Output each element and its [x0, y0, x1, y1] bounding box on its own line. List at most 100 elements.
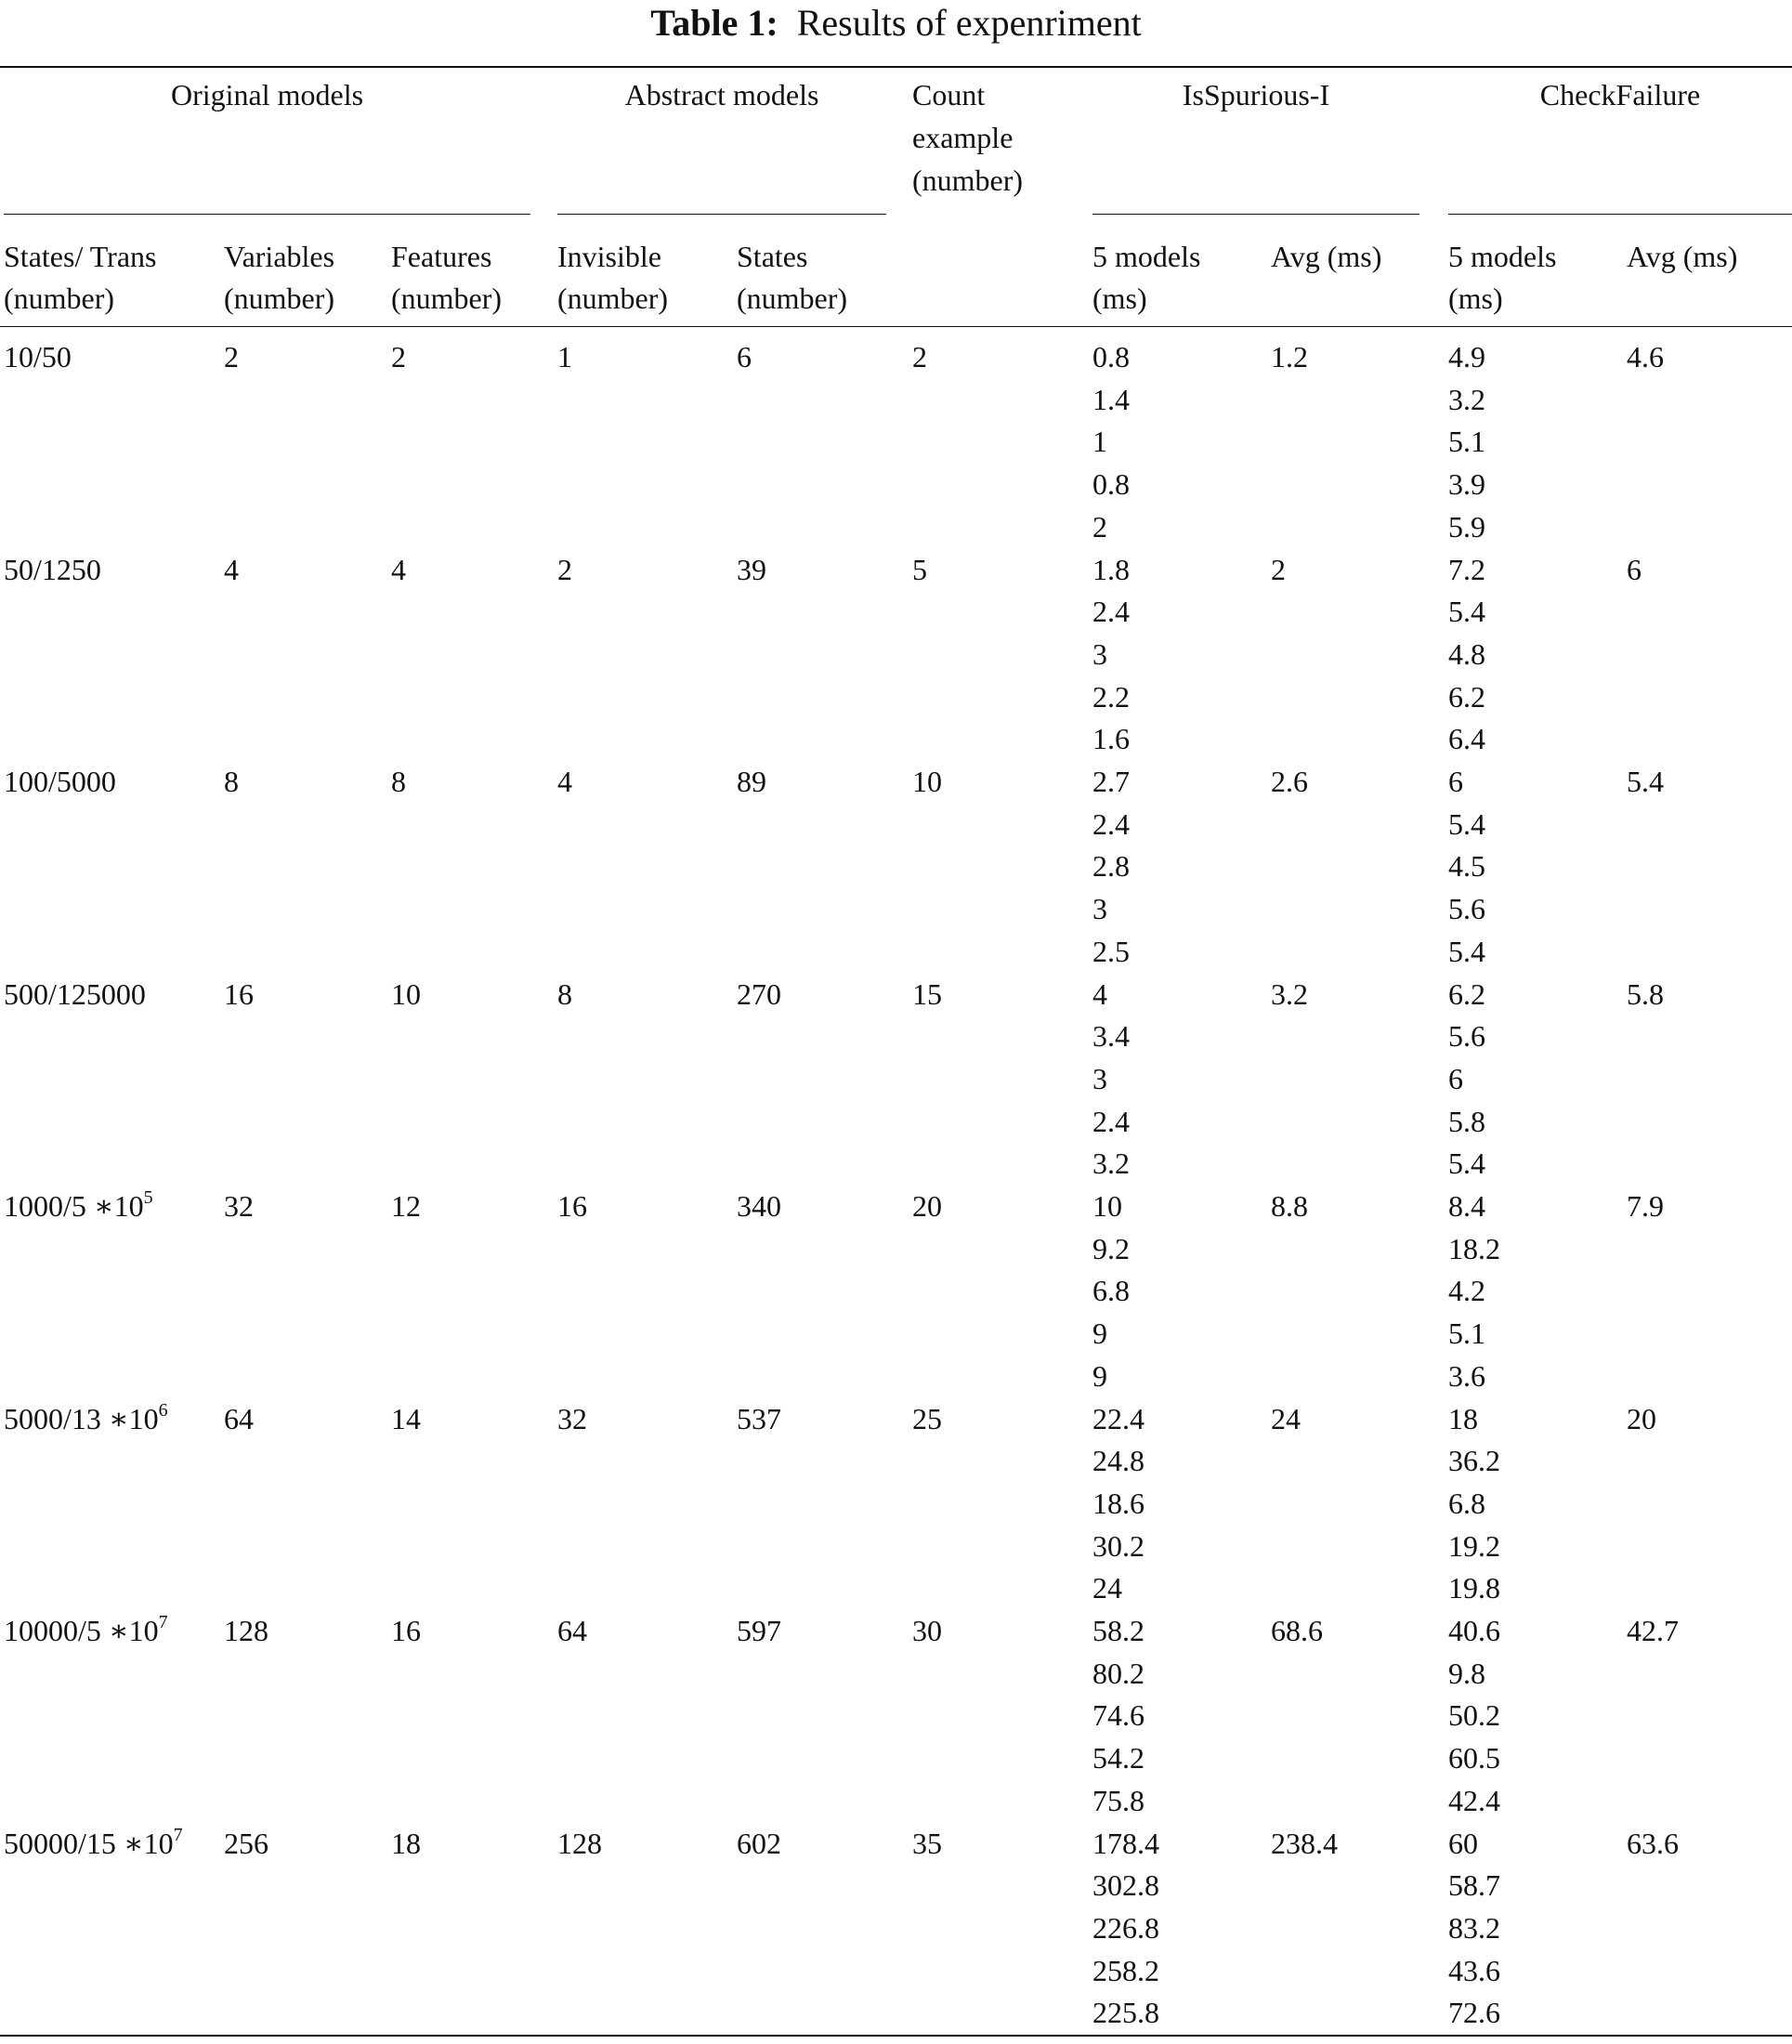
spurious-time: 1.6	[1092, 722, 1130, 756]
cell-spurious-avg: 68.6	[1271, 1614, 1323, 1647]
spurious-time: 74.6	[1092, 1698, 1145, 1733]
count-header: Count	[912, 78, 986, 111]
cell-variables: 64	[224, 1401, 254, 1435]
states-trans: 50000/15 ∗107	[4, 1822, 183, 1865]
failure-time: 18	[1448, 1401, 1478, 1435]
failure-time: 42.4	[1448, 1783, 1500, 1817]
cell-invisible: 4	[557, 765, 572, 798]
cell-features: 2	[391, 340, 406, 373]
failure-time: 6.4	[1448, 722, 1485, 756]
spurious-time: 3	[1092, 1061, 1107, 1095]
failure-time: 5.9	[1448, 509, 1485, 544]
states-trans-text: 1000/5 ∗10	[4, 1189, 144, 1223]
cell-failure-avg: 5.4	[1627, 765, 1664, 798]
sub-header: (number)	[737, 282, 848, 315]
states-trans-text: 500/125000	[4, 976, 146, 1011]
failure-time: 4.5	[1448, 849, 1485, 884]
failure-time: 3.9	[1448, 467, 1485, 502]
sub-header: (ms)	[1448, 282, 1503, 315]
failure-time: 4.9	[1448, 340, 1485, 373]
failure-time: 50.2	[1448, 1698, 1500, 1733]
cell-invisible: 64	[557, 1614, 587, 1647]
failure-time: 58.7	[1448, 1868, 1500, 1903]
failure-time: 60.5	[1448, 1741, 1500, 1775]
states-trans: 10000/5 ∗107	[4, 1609, 168, 1652]
cell-invisible: 128	[557, 1826, 602, 1860]
top-rule	[0, 66, 1792, 68]
spurious-time: 225.8	[1092, 1996, 1159, 2030]
spurious-time: 58.2	[1092, 1614, 1145, 1647]
spurious-time: 0.8	[1092, 340, 1130, 373]
cell-invisible: 8	[557, 976, 572, 1011]
cell-count: 15	[912, 976, 942, 1011]
cell-count: 30	[912, 1614, 942, 1647]
failure-time: 5.6	[1448, 892, 1485, 926]
spurious-time: 54.2	[1092, 1741, 1145, 1775]
group-rule	[1092, 214, 1419, 215]
states-trans-text: 50/1250	[4, 552, 101, 586]
cell-variables: 128	[224, 1614, 268, 1647]
group-rule	[4, 214, 530, 215]
exponent: 7	[158, 1612, 168, 1632]
cell-features: 4	[391, 552, 406, 586]
cell-count: 25	[912, 1401, 942, 1435]
cell-spurious-avg: 8.8	[1271, 1189, 1308, 1223]
cell-failure-avg: 4.6	[1627, 340, 1664, 373]
sub-header: 5 models	[1092, 240, 1201, 273]
states-trans: 1000/5 ∗105	[4, 1185, 153, 1227]
states-trans-text: 5000/13 ∗10	[4, 1401, 159, 1435]
cell-features: 12	[391, 1189, 421, 1223]
cell-features: 16	[391, 1614, 421, 1647]
failure-time: 60	[1448, 1826, 1478, 1860]
spurious-time: 3	[1092, 636, 1107, 671]
spurious-time: 2.4	[1092, 806, 1130, 841]
count-header: example	[912, 121, 1014, 154]
failure-time: 40.6	[1448, 1614, 1500, 1647]
sub-header: (number)	[4, 282, 115, 315]
group-rule	[557, 214, 886, 215]
cell-spurious-avg: 238.4	[1271, 1826, 1338, 1860]
failure-time: 6	[1448, 765, 1463, 798]
exponent: 5	[143, 1187, 153, 1208]
spurious-time: 2.5	[1092, 934, 1130, 968]
spurious-time: 6.8	[1092, 1274, 1130, 1308]
cell-invisible: 16	[557, 1189, 587, 1223]
cell-invisible: 32	[557, 1401, 587, 1435]
exponent: 6	[158, 1399, 168, 1421]
cell-failure-avg: 5.8	[1627, 976, 1664, 1011]
spurious-time: 24.8	[1092, 1444, 1145, 1478]
cell-spurious-avg: 3.2	[1271, 976, 1308, 1011]
spurious-time: 3.4	[1092, 1019, 1130, 1054]
cell-abstract-states: 270	[737, 976, 781, 1011]
cell-features: 10	[391, 976, 421, 1011]
spurious-time: 2.4	[1092, 1104, 1130, 1138]
cell-abstract-states: 89	[737, 765, 766, 798]
failure-time: 6.2	[1448, 679, 1485, 714]
sub-header: Avg (ms)	[1271, 240, 1382, 273]
sub-header: 5 models	[1448, 240, 1557, 273]
sub-header: (number)	[391, 282, 503, 315]
cell-count: 5	[912, 552, 927, 586]
failure-time: 5.4	[1448, 806, 1485, 841]
header-rule	[0, 326, 1792, 327]
cell-spurious-avg: 24	[1271, 1401, 1301, 1435]
states-trans: 10/50	[4, 335, 72, 378]
sub-header: Invisible	[557, 240, 661, 273]
cell-failure-avg: 42.7	[1627, 1614, 1679, 1647]
cell-failure-avg: 63.6	[1627, 1826, 1679, 1860]
failure-time: 3.2	[1448, 382, 1485, 416]
group-header: Abstract models	[624, 78, 819, 111]
spurious-time: 226.8	[1092, 1910, 1159, 1945]
cell-abstract-states: 537	[737, 1401, 781, 1435]
states-trans-text: 100/5000	[4, 765, 116, 798]
table-title: Table 1: Results of expenriment	[0, 2, 1792, 45]
sub-header: Avg (ms)	[1627, 240, 1738, 273]
count-header: (number)	[912, 164, 1024, 197]
group-header: CheckFailure	[1539, 78, 1701, 111]
title-label: Table 1:	[650, 2, 778, 44]
spurious-time: 30.2	[1092, 1528, 1145, 1563]
spurious-time: 9	[1092, 1317, 1107, 1351]
cell-count: 10	[912, 765, 942, 798]
cell-abstract-states: 597	[737, 1614, 781, 1647]
